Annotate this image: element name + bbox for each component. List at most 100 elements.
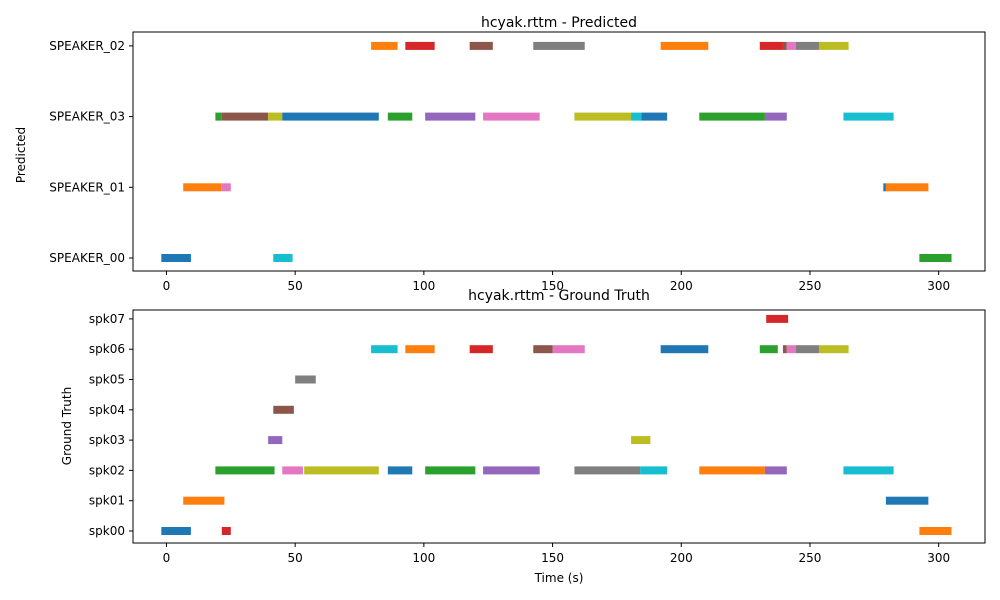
ground-truth-segment xyxy=(782,345,787,354)
ground-truth-segment xyxy=(533,345,553,354)
predicted-x-tick-label: 150 xyxy=(541,279,564,293)
ground-truth-segment xyxy=(282,466,303,475)
ground-truth-x-tick-label: 200 xyxy=(670,551,693,565)
predicted-y-tick-label: SPEAKER_03 xyxy=(49,110,125,124)
predicted-segment xyxy=(161,254,191,262)
ground-truth-segment xyxy=(759,345,778,354)
ground-truth-plot-frame xyxy=(132,309,986,544)
predicted-y-tick-label: SPEAKER_00 xyxy=(49,251,125,265)
predicted-segment xyxy=(387,112,413,121)
ground-truth-segment xyxy=(268,436,283,445)
ground-truth-segment xyxy=(699,466,765,475)
ground-truth-x-tick-label: 50 xyxy=(288,551,303,565)
ground-truth-segment xyxy=(371,345,398,354)
predicted-segment xyxy=(883,183,886,192)
predicted-segment xyxy=(919,254,952,262)
ground-truth-segment xyxy=(843,466,894,475)
ground-truth-segment xyxy=(786,345,796,354)
predicted-x-tick-label: 50 xyxy=(288,279,303,293)
predicted-segment xyxy=(221,183,231,192)
predicted-segment xyxy=(759,41,783,50)
predicted-segment xyxy=(818,41,849,50)
predicted-segment xyxy=(764,112,787,121)
predicted-panel: hcyak.rttm - Predicted Predicted SPEAKER… xyxy=(14,15,986,293)
predicted-x-tick-label: 250 xyxy=(799,279,822,293)
ground-truth-segment xyxy=(660,345,709,354)
predicted-segment xyxy=(282,112,379,121)
ground-truth-y-tick-label: spk03 xyxy=(89,433,125,447)
ground-truth-y-tick-label: spk01 xyxy=(89,494,125,508)
predicted-x-tick-label: 200 xyxy=(670,279,693,293)
predicted-segment xyxy=(786,41,796,50)
predicted-x-tick-label: 100 xyxy=(412,279,435,293)
ground-truth-segment xyxy=(764,466,787,475)
ground-truth-x-tick-label: 150 xyxy=(541,551,564,565)
ground-truth-x-tick-label: 300 xyxy=(927,551,950,565)
ground-truth-y-tick-label: spk02 xyxy=(89,463,125,477)
predicted-segment xyxy=(631,112,642,121)
ground-truth-segment xyxy=(795,345,819,354)
predicted-x-tick-label: 300 xyxy=(927,279,950,293)
ground-truth-segment xyxy=(766,314,789,323)
predicted-y-tick-label: SPEAKER_02 xyxy=(49,39,125,53)
predicted-title: hcyak.rttm - Predicted xyxy=(481,15,637,31)
predicted-x-tick-label: 0 xyxy=(163,279,171,293)
ground-truth-segment xyxy=(640,466,668,475)
predicted-segment xyxy=(843,112,894,121)
predicted-y-tick-label: SPEAKER_01 xyxy=(49,180,125,194)
ground-truth-segment xyxy=(483,466,540,475)
ground-truth-y-axis-label: Ground Truth xyxy=(60,387,74,465)
ground-truth-segment xyxy=(387,466,413,475)
predicted-segment xyxy=(885,183,929,192)
ground-truth-segment xyxy=(631,436,651,445)
predicted-segment xyxy=(574,112,632,121)
ground-truth-x-tick-label: 250 xyxy=(799,551,822,565)
predicted-segment xyxy=(183,183,222,192)
ground-truth-y-tick-label: spk04 xyxy=(89,403,125,417)
predicted-plot-frame xyxy=(132,31,986,272)
predicted-segment xyxy=(469,41,493,50)
ground-truth-y-tick-label: spk00 xyxy=(89,524,125,538)
predicted-segment xyxy=(483,112,540,121)
ground-truth-marks: spk00 spk01 spk02 spk03 spk04 spk05 spk06 spk07… xyxy=(89,312,952,565)
ground-truth-segment xyxy=(425,466,476,475)
ground-truth-segment xyxy=(161,527,191,535)
predicted-segment xyxy=(405,41,435,50)
x-axis-label: Time (s) xyxy=(534,571,584,585)
predicted-segment xyxy=(221,112,269,121)
predicted-segment xyxy=(371,41,398,50)
ground-truth-segment xyxy=(552,345,585,354)
ground-truth-segment xyxy=(215,466,275,475)
ground-truth-segment xyxy=(221,527,231,535)
predicted-segment xyxy=(425,112,476,121)
ground-truth-segment xyxy=(885,496,929,505)
ground-truth-segment xyxy=(818,345,849,354)
predicted-segment xyxy=(268,112,283,121)
ground-truth-y-tick-label: spk05 xyxy=(89,373,125,387)
ground-truth-segment xyxy=(183,496,225,505)
ground-truth-segment xyxy=(273,405,294,414)
ground-truth-panel: hcyak.rttm - Ground Truth Ground Truth s… xyxy=(60,288,986,585)
ground-truth-x-tick-label: 100 xyxy=(412,551,435,565)
predicted-segment xyxy=(782,41,787,50)
predicted-marks: SPEAKER_00 SPEAKER_01 SPEAKER_03 SPEAKER_02… xyxy=(49,39,952,293)
ground-truth-y-tick-label: spk07 xyxy=(89,312,125,326)
predicted-segment xyxy=(215,112,222,121)
ground-truth-title: hcyak.rttm - Ground Truth xyxy=(468,288,650,304)
ground-truth-x-tick-label: 0 xyxy=(163,551,171,565)
predicted-segment xyxy=(273,254,293,262)
ground-truth-segment xyxy=(574,466,641,475)
ground-truth-segment xyxy=(469,345,493,354)
predicted-y-axis-label: Predicted xyxy=(14,127,28,183)
predicted-segment xyxy=(699,112,765,121)
predicted-segment xyxy=(641,112,668,121)
ground-truth-segment xyxy=(295,375,316,384)
predicted-segment xyxy=(533,41,585,50)
predicted-segment xyxy=(795,41,819,50)
ground-truth-y-tick-label: spk06 xyxy=(89,342,125,356)
ground-truth-segment xyxy=(919,527,952,535)
ground-truth-segment xyxy=(405,345,435,354)
ground-truth-segment xyxy=(304,466,379,475)
predicted-segment xyxy=(660,41,709,50)
